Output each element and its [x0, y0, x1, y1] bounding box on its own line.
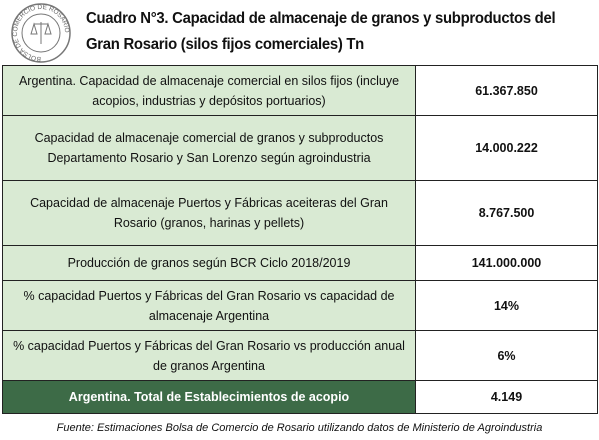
logo: BOLSA DE COMERCIO DE ROSARIO — [11, 3, 71, 63]
value-cell: 4.149 — [415, 380, 598, 414]
value-cell: 14.000.222 — [415, 115, 598, 181]
data-table: Argentina. Capacidad de almacenaje comer… — [2, 65, 598, 414]
footer: Fuente: Estimaciones Bolsa de Comercio d… — [56, 422, 543, 434]
row: Argentina. Total de Establecimientos de … — [2, 380, 598, 414]
title-line: Gran Rosario (silos fijos comerciales) T… — [86, 36, 364, 53]
value-cell: 6% — [415, 330, 598, 381]
row: % capacidad Puertos y Fábricas del Gran … — [2, 280, 598, 331]
row: Argentina. Capacidad de almacenaje comer… — [2, 65, 598, 116]
title: Cuadro N°3. Capacidad de almacenaje de g… — [86, 6, 556, 58]
label-cell: Capacidad de almacenaje Puertos y Fábric… — [2, 180, 416, 246]
value-cell: 61.367.850 — [415, 65, 598, 116]
label-cell: Producción de granos según BCR Ciclo 201… — [2, 245, 416, 281]
value-cell: 14% — [415, 280, 598, 331]
title-line: Cuadro N°3. Capacidad de almacenaje de g… — [86, 10, 556, 27]
row: % capacidad Puertos y Fábricas del Gran … — [2, 330, 598, 381]
value-cell: 8.767.500 — [415, 180, 598, 246]
label-cell: % capacidad Puertos y Fábricas del Gran … — [2, 330, 416, 381]
label-cell: % capacidad Puertos y Fábricas del Gran … — [2, 280, 416, 331]
row: Capacidad de almacenaje Puertos y Fábric… — [2, 180, 598, 246]
label-cell: Argentina. Total de Establecimientos de … — [2, 380, 416, 414]
label-cell: Argentina. Capacidad de almacenaje comer… — [2, 65, 416, 116]
value-cell: 141.000.000 — [415, 245, 598, 281]
row: Capacidad de almacenaje comercial de gra… — [2, 115, 598, 181]
row: Producción de granos según BCR Ciclo 201… — [2, 245, 598, 281]
label-cell: Capacidad de almacenaje comercial de gra… — [2, 115, 416, 181]
